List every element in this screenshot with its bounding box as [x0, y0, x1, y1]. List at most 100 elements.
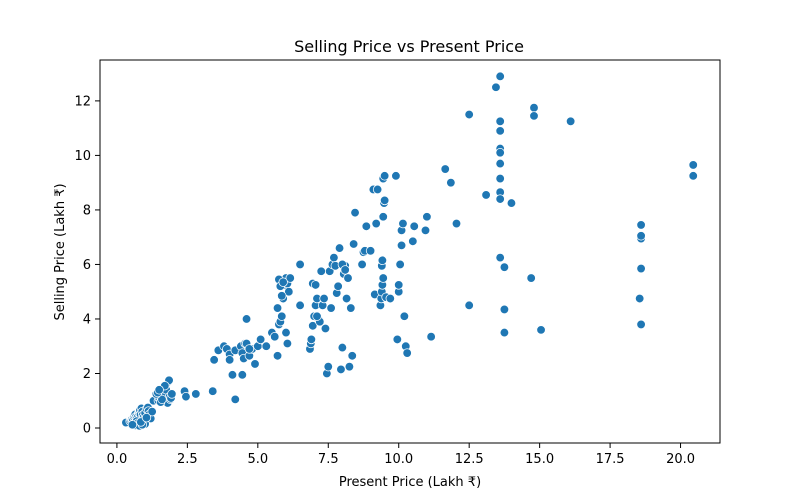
data-point — [495, 126, 505, 136]
y-tick-label: 4 — [83, 312, 91, 327]
data-point — [181, 391, 191, 402]
x-tick-label: 10.0 — [384, 452, 413, 467]
data-point — [526, 273, 536, 283]
data-point — [277, 311, 287, 321]
data-point — [167, 389, 177, 399]
data-point — [320, 323, 331, 334]
data-point — [343, 273, 353, 283]
data-point — [310, 280, 321, 290]
y-tick-label: 2 — [83, 367, 91, 382]
data-point — [209, 355, 219, 365]
data-point — [379, 195, 390, 206]
y-tick-label: 12 — [74, 94, 91, 109]
data-point — [255, 334, 266, 345]
data-point — [392, 334, 402, 345]
data-point — [395, 259, 405, 270]
data-point — [396, 240, 407, 251]
data-point — [333, 281, 343, 291]
data-point — [306, 334, 317, 345]
data-point — [341, 293, 352, 304]
data-point — [334, 243, 345, 253]
x-tick-label: 2.5 — [177, 452, 198, 467]
data-point — [270, 332, 280, 342]
data-point — [241, 314, 252, 324]
y-axis-label: Selling Price (Lakh ₹) — [53, 183, 68, 320]
data-point — [420, 225, 431, 236]
data-point — [372, 184, 383, 195]
x-tick-label: 12.5 — [455, 452, 484, 467]
data-point — [357, 259, 367, 270]
data-point — [348, 239, 359, 249]
data-point — [295, 259, 305, 270]
data-point — [154, 385, 164, 395]
x-tick-label: 5.0 — [247, 452, 268, 467]
data-point — [636, 231, 646, 241]
data-point — [499, 327, 510, 338]
data-point — [244, 344, 255, 354]
data-point — [495, 252, 505, 263]
data-point — [506, 198, 517, 208]
y-tick-label: 0 — [83, 422, 91, 437]
data-point — [495, 148, 505, 158]
data-point — [422, 212, 432, 222]
data-point — [371, 218, 381, 229]
plot-frame — [99, 59, 721, 444]
data-point — [495, 158, 505, 169]
data-point — [319, 293, 329, 304]
data-point — [224, 355, 235, 365]
data-point — [565, 116, 576, 127]
data-point — [495, 194, 505, 204]
x-tick-label: 20.0 — [666, 452, 695, 467]
data-point — [141, 412, 152, 423]
data-point — [346, 303, 356, 313]
x-axis: 0.0 2.5 5.0 7.5 10.0 12.5 15.0 17.5 20.0 — [107, 443, 695, 467]
y-tick-label: 6 — [83, 258, 91, 273]
data-point — [426, 332, 436, 342]
data-point — [285, 273, 295, 283]
data-point — [636, 263, 646, 274]
data-point — [147, 406, 157, 417]
data-point — [312, 311, 322, 321]
data-point — [495, 116, 505, 127]
data-point — [272, 303, 283, 313]
data-point — [399, 311, 410, 321]
data-point — [191, 389, 201, 399]
data-point — [635, 293, 645, 304]
data-point — [329, 252, 339, 263]
data-point — [446, 177, 456, 188]
x-tick-label: 15.0 — [525, 452, 554, 467]
data-point — [284, 287, 294, 297]
data-point — [157, 394, 167, 405]
data-point — [344, 361, 355, 372]
data-point — [495, 173, 505, 184]
data-point — [536, 325, 546, 335]
data-point — [394, 280, 404, 290]
data-point — [409, 221, 419, 231]
data-point — [227, 370, 238, 380]
data-point — [282, 338, 293, 349]
data-point — [365, 246, 376, 256]
data-point — [481, 190, 491, 200]
data-point — [402, 348, 412, 358]
data-point — [495, 71, 505, 82]
data-point — [237, 370, 247, 380]
data-point — [408, 236, 418, 246]
x-axis-label: Present Price (Lakh ₹) — [339, 475, 481, 490]
y-tick-label: 8 — [83, 203, 91, 218]
data-point — [323, 361, 333, 372]
chart-title: Selling Price vs Present Price — [294, 37, 524, 56]
data-point — [326, 303, 336, 313]
data-point — [499, 304, 510, 315]
y-axis: 0 2 4 6 8 10 12 — [74, 94, 100, 437]
data-point — [464, 300, 474, 311]
data-point — [688, 171, 698, 181]
data-point — [499, 262, 510, 272]
data-point — [278, 277, 288, 287]
data-point — [250, 359, 260, 369]
data-point — [379, 171, 390, 181]
data-point — [336, 364, 346, 375]
x-tick-label: 17.5 — [596, 452, 625, 467]
data-point — [378, 212, 388, 222]
data-point — [391, 171, 401, 181]
data-point — [377, 255, 388, 266]
